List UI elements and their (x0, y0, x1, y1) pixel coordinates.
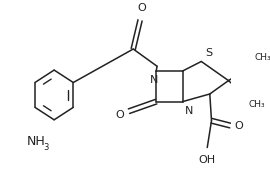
Text: O: O (115, 110, 124, 120)
Text: O: O (137, 3, 146, 13)
Text: OH: OH (199, 155, 216, 165)
Text: N: N (150, 75, 159, 85)
Text: CH₃: CH₃ (249, 100, 266, 109)
Text: NH: NH (27, 135, 46, 148)
Text: S: S (205, 48, 213, 58)
Text: CH₃: CH₃ (254, 53, 270, 62)
Text: N: N (185, 106, 194, 116)
Text: O: O (234, 120, 243, 130)
Text: 3: 3 (43, 143, 48, 152)
